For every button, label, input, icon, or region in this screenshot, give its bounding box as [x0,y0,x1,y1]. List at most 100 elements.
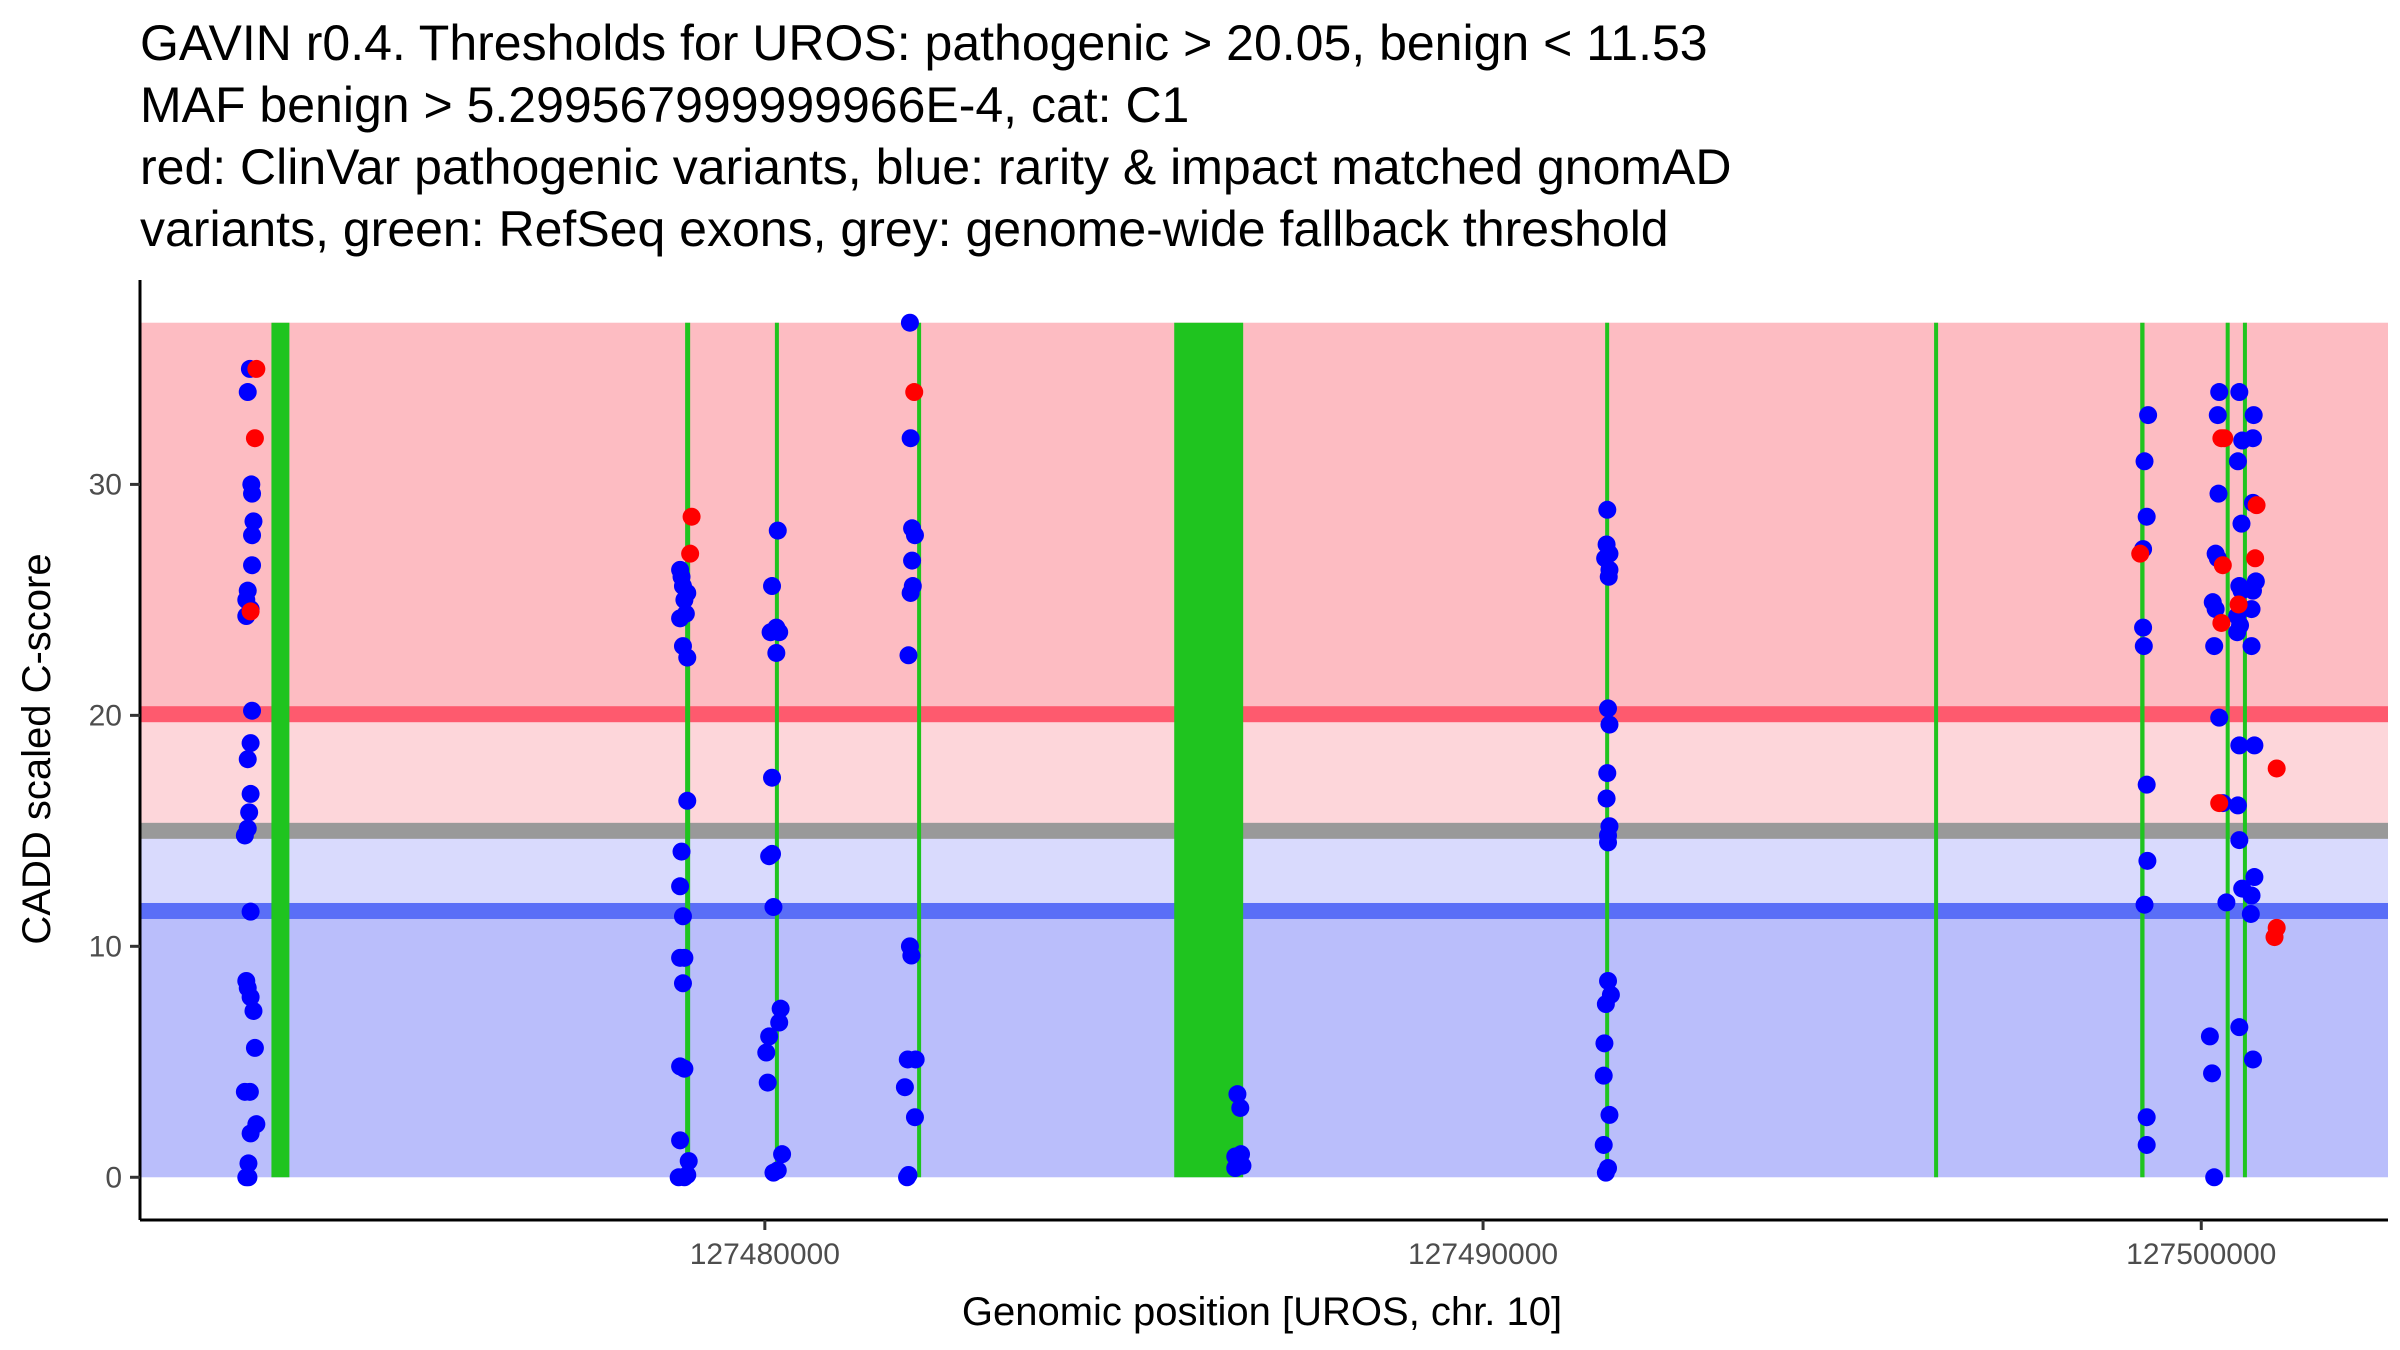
gnomad-point [673,637,692,656]
gnomad-point [241,734,260,753]
fallback-threshold-line [140,822,2388,839]
gnomad-point [239,1154,258,1173]
gnomad-point [2137,1135,2156,1154]
exon-1 [271,322,290,1178]
gnomad-point [2241,904,2260,923]
clinvar-point [2247,496,2266,515]
gnomad-point [241,784,260,803]
gnomad-point [1232,1145,1251,1164]
gnomad-point [2242,886,2261,905]
gnomad-point [671,1057,690,1076]
gnomad-point [1597,789,1616,808]
variant-points [235,313,2286,1187]
gnomad-point [2208,406,2227,425]
gnomad-point [1600,1105,1619,1124]
pathogenic-threshold-line [140,706,2388,723]
gnomad-point [239,1168,258,1187]
gnomad-point [242,475,261,494]
gnomad-point [238,581,257,600]
clinvar-point [247,359,266,378]
gnomad-point [771,999,790,1018]
gnomad-point [1599,971,1618,990]
gnomad-point [2228,452,2247,471]
gnomad-point [903,577,922,596]
gnomad-point [671,1131,690,1150]
region-pathogenic [140,322,2388,715]
gnomad-point [1595,1034,1614,1053]
y-tick-label: 20 [89,699,122,732]
clinvar-point [681,544,700,563]
gnomad-point [1600,817,1619,836]
gnomad-point [1601,985,1620,1004]
title-line-1: GAVIN r0.4. Thresholds for UROS: pathoge… [140,15,1708,71]
title-line-4: variants, green: RefSeq exons, grey: gen… [140,201,1669,257]
gnomad-point [1600,715,1619,734]
gnomad-point [2210,383,2229,402]
clinvar-point [2267,759,2286,778]
gnomad-point [2230,1018,2249,1037]
gnomad-point [2230,577,2249,596]
gnomad-point [241,902,260,921]
region-above-fallback [140,714,2388,831]
title-line-2: MAF benign > 5.299567999999966E-4, cat: … [140,77,1190,133]
title-line-3: red: ClinVar pathogenic variants, blue: … [140,139,1732,195]
gnomad-point [895,1078,914,1097]
gnomad-point [763,577,782,596]
gnomad-point [243,556,262,575]
gnomad-point [244,512,263,531]
gnomad-point [247,1115,266,1134]
gnomad-point [773,1145,792,1164]
exon-9 [2225,322,2230,1178]
gnomad-point [2228,796,2247,815]
clinvar-point [2213,556,2232,575]
x-axis-title: Genomic position [UROS, chr. 10] [962,1290,1562,1334]
exon-7 [1934,322,1939,1178]
gnomad-point [1231,1098,1250,1117]
region-benign [140,910,2388,1178]
exon-5 [1174,322,1244,1178]
chart-title: GAVIN r0.4. Thresholds for UROS: pathoge… [140,12,2360,260]
gnomad-point [1228,1085,1247,1104]
gnomad-point [240,803,259,822]
clinvar-point [2212,613,2231,632]
gnomad-point [2230,383,2249,402]
x-tick-label: 127500000 [2126,1238,2276,1271]
gnomad-point [763,844,782,863]
y-tick-label: 10 [89,930,122,963]
gnomad-point [2135,452,2154,471]
gnomad-point [760,1027,779,1046]
clinvar-point [2210,794,2229,813]
gnomad-point [2135,895,2154,914]
gnomad-point [2230,736,2249,755]
gnomad-point [678,1165,697,1184]
gnomad-point [2203,593,2222,612]
gnomad-point [2245,868,2264,887]
gnomad-point [2245,736,2264,755]
exon-3 [774,322,779,1178]
benign-threshold-line [140,902,2388,919]
clinvar-point [2215,429,2234,448]
exon-2 [685,322,691,1178]
gnomad-point [899,1165,918,1184]
gnomad-point [1599,1159,1618,1178]
gnomad-point [906,1050,925,1069]
exon-6 [1605,322,1610,1178]
gnomad-point [757,1043,776,1062]
clinvar-point [2229,595,2248,614]
gnomad-point [240,1082,259,1101]
gnomad-point [2137,775,2156,794]
clinvar-point [2246,549,2265,568]
gnomad-point [2209,484,2228,503]
x-tick-label: 127490000 [1408,1238,1558,1271]
gnomad-point [903,519,922,538]
exon-8 [2140,322,2145,1178]
gnomad-point [238,819,257,838]
gnomad-point [243,526,262,545]
gnomad-point [764,898,783,917]
gnomad-point [2230,831,2249,850]
gnomad-point [676,604,695,623]
gnomad-point [900,313,919,332]
gnomad-point [768,521,787,540]
gnomad-point [2137,1108,2156,1127]
